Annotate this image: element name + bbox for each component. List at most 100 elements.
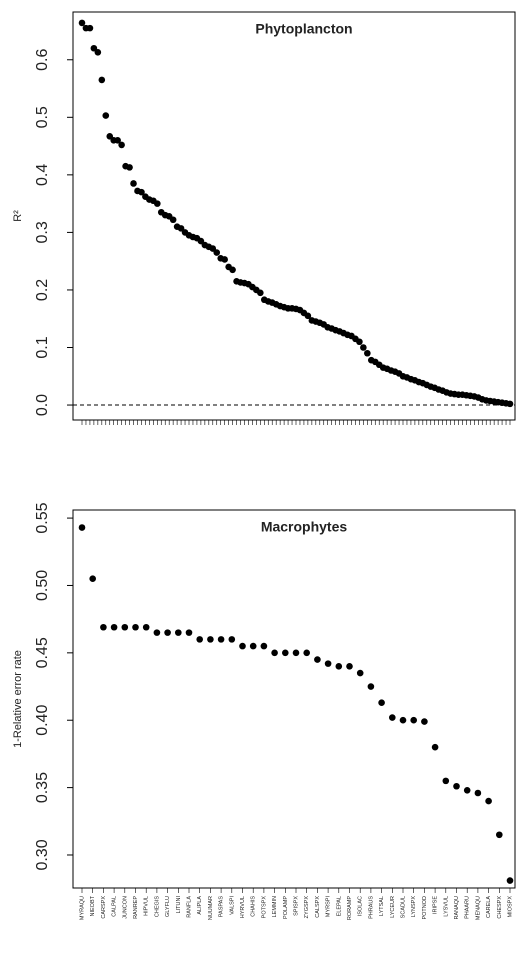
- y-tick-label: 0.4: [34, 164, 51, 186]
- point: [197, 237, 205, 245]
- x-tick-label: IRIPSE: [433, 896, 439, 914]
- y-tick-label: 0.55: [34, 502, 51, 533]
- x-tick-label: CALSPX: [315, 896, 321, 918]
- chart-title: Phytoplancton: [255, 21, 352, 37]
- y-axis-title: 1-Relative error rate: [12, 650, 24, 748]
- point: [78, 19, 86, 27]
- point: [356, 669, 364, 677]
- point: [177, 225, 185, 232]
- point: [260, 642, 268, 650]
- x-tick-label: CARELA: [486, 896, 492, 918]
- plot-frame: [72, 509, 516, 889]
- x-tick-label: POLAMP: [283, 896, 289, 919]
- point: [102, 112, 110, 119]
- point: [271, 649, 278, 657]
- point: [213, 249, 221, 256]
- point: [453, 782, 460, 790]
- x-tick-label: SCADUL: [400, 896, 406, 918]
- point: [431, 743, 439, 751]
- y-axis-title: R²: [12, 210, 24, 222]
- point: [378, 699, 385, 707]
- x-tick-label: VALSPI: [229, 896, 235, 915]
- x-tick-label: JUNCON: [122, 896, 128, 919]
- point: [324, 660, 332, 667]
- y-tick-label: 0.5: [34, 106, 51, 128]
- point: [282, 649, 289, 657]
- x-tick-label: CHAHIS: [251, 896, 257, 917]
- point: [207, 636, 214, 643]
- point: [90, 44, 98, 52]
- point: [442, 777, 450, 785]
- x-tick-label: LITUNI: [176, 896, 182, 914]
- point: [335, 663, 343, 670]
- x-tick-label: RANAQU: [454, 896, 460, 920]
- x-tick-label: CARSPX: [101, 896, 107, 919]
- y-tick-label: 0.30: [34, 839, 51, 870]
- point: [121, 623, 129, 631]
- x-tick-label: ALIPLA: [197, 896, 203, 915]
- point: [94, 48, 102, 56]
- x-tick-label: LEMMIN: [272, 896, 278, 917]
- point: [98, 76, 106, 84]
- point: [100, 623, 107, 631]
- x-tick-label: CHESPX: [497, 896, 503, 919]
- point: [86, 24, 94, 32]
- point: [78, 524, 86, 531]
- point: [221, 256, 228, 263]
- point: [346, 663, 353, 670]
- x-tick-label: PHRAUS: [368, 896, 374, 919]
- point: [196, 636, 203, 643]
- y-tick-label: 0.45: [34, 637, 51, 668]
- point: [389, 714, 396, 721]
- y-tick-label: 0.2: [34, 279, 51, 301]
- point: [185, 629, 193, 636]
- x-tick-label: RORAMP: [347, 896, 353, 920]
- point: [132, 623, 139, 631]
- plot-frame: [72, 11, 516, 421]
- x-tick-label: LYTSAL: [379, 896, 385, 916]
- x-tick-label: NUUMAR: [208, 896, 214, 920]
- point: [314, 656, 321, 663]
- x-tick-label: POTSPX: [261, 896, 267, 919]
- chart-title: Macrophytes: [261, 519, 348, 535]
- point: [421, 718, 428, 725]
- point: [217, 636, 225, 643]
- point: [356, 338, 363, 346]
- point: [292, 649, 300, 657]
- point: [169, 216, 177, 224]
- point: [496, 831, 503, 839]
- point: [360, 344, 367, 351]
- y-tick-label: 0.6: [34, 49, 51, 71]
- point: [89, 575, 96, 583]
- point: [485, 797, 492, 805]
- point: [118, 141, 125, 149]
- point: [257, 289, 264, 297]
- x-tick-label: MENAQU: [475, 896, 481, 920]
- x-tick-label: ISOLAC: [358, 896, 364, 916]
- point: [126, 164, 133, 171]
- point: [175, 629, 182, 636]
- x-tick-label: LYNSPX: [411, 896, 417, 918]
- x-tick-label: RANREP: [133, 896, 139, 919]
- point: [114, 137, 121, 144]
- point: [474, 789, 482, 797]
- point: [229, 266, 236, 274]
- x-tick-label: LYSVUL: [443, 896, 449, 917]
- point: [249, 642, 257, 650]
- x-tick-label: CALPAL: [112, 896, 118, 917]
- point: [110, 623, 118, 631]
- x-tick-label: SPISPX: [293, 896, 299, 916]
- x-tick-label: LYCEUR: [390, 896, 396, 918]
- point: [399, 716, 407, 724]
- x-tick-label: HIPVUL: [144, 896, 150, 916]
- point: [209, 245, 217, 252]
- x-tick-label: CHEGIS: [154, 896, 160, 917]
- x-tick-label: GLYFLU: [165, 896, 171, 917]
- point: [228, 636, 236, 643]
- y-tick-label: 0.35: [34, 772, 51, 803]
- x-tick-label: POTNOD: [422, 896, 428, 920]
- point: [239, 642, 246, 650]
- x-tick-label: PASPAS: [219, 896, 225, 918]
- x-tick-label: RANFLA: [186, 896, 192, 918]
